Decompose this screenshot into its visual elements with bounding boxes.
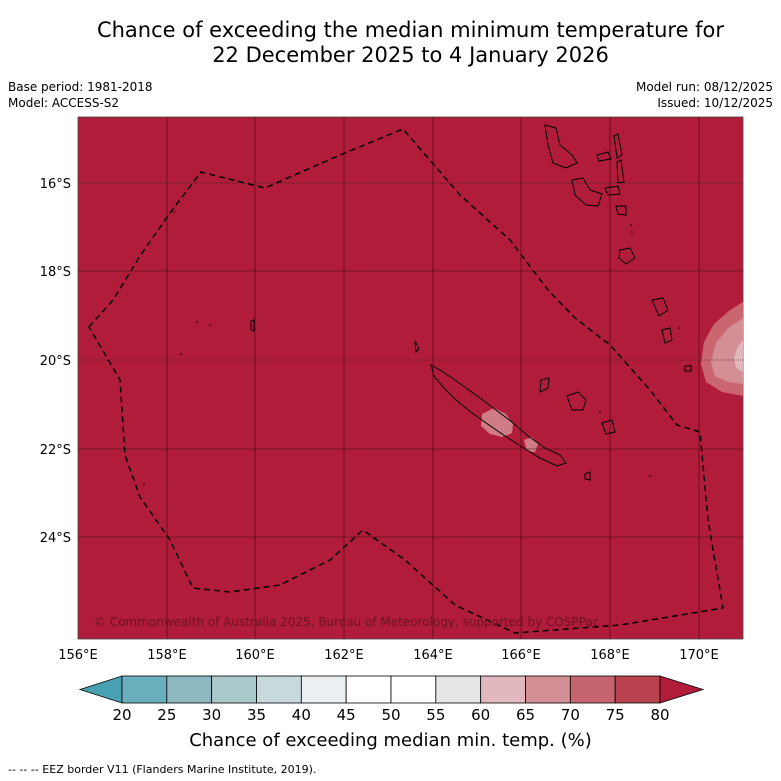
land-outlines xyxy=(250,124,692,481)
base-period: Base period: 1981-2018 xyxy=(8,80,153,94)
shade-blob-new-caledonia xyxy=(481,408,513,437)
colorbar-segment xyxy=(300,675,347,704)
colorbar-tick-label: 45 xyxy=(337,706,356,724)
colorbar-tick-label: 20 xyxy=(112,706,131,724)
eez-footnote: -- -- -- EEZ border V11 (Flanders Marine… xyxy=(8,763,317,776)
lat-label: 24°S xyxy=(40,531,71,546)
colorbar xyxy=(78,675,705,704)
colorbar-tick-label: 35 xyxy=(247,706,266,724)
lat-labels: 16°S 18°S 20°S 22°S 24°S xyxy=(40,177,71,546)
colorbar-tick-label: 25 xyxy=(157,706,176,724)
colorbar-ticks: 20 25 30 35 40 45 50 55 60 65 70 75 80 xyxy=(112,706,669,724)
lat-label: 16°S xyxy=(40,177,71,192)
chart-title: Chance of exceeding the median minimum t… xyxy=(0,18,781,68)
title-line-1: Chance of exceeding the median minimum t… xyxy=(96,18,725,42)
island-efate xyxy=(618,247,636,265)
island-mare xyxy=(601,419,616,435)
colorbar-segment xyxy=(166,675,213,704)
lon-label: 168°E xyxy=(590,648,630,663)
colorbar-segment xyxy=(211,675,257,704)
colorbar-tick-label: 30 xyxy=(202,706,221,724)
small-islets xyxy=(143,211,680,540)
colorbar-segment xyxy=(435,675,482,704)
model-run: Model run: 08/12/2025 xyxy=(635,80,773,94)
meta-left: Base period: 1981-2018 Model: ACCESS-S2 xyxy=(8,79,153,111)
colorbar-tick-label: 60 xyxy=(471,706,490,724)
lat-label: 20°S xyxy=(40,354,71,369)
title-line-2: 22 December 2025 to 4 January 2026 xyxy=(212,43,609,67)
eez-border xyxy=(88,128,724,634)
island-epi xyxy=(615,205,627,216)
island-malakula xyxy=(571,177,603,207)
issued-date: Issued: 10/12/2025 xyxy=(657,96,773,110)
island-belep xyxy=(414,340,420,354)
colorbar-tick-label: 70 xyxy=(561,706,580,724)
colorbar-segment xyxy=(569,675,616,704)
colorbar-segment xyxy=(390,675,437,704)
island-pentecost xyxy=(616,159,625,184)
colorbar-extend-low xyxy=(78,675,123,704)
colorbar-segment xyxy=(480,675,526,704)
lon-label: 162°E xyxy=(324,648,364,663)
lon-label: 156°E xyxy=(58,648,98,663)
new-caledonia-island xyxy=(430,363,567,467)
colorbar-tick-label: 55 xyxy=(426,706,445,724)
colorbar-label: Chance of exceeding median min. temp. (%… xyxy=(189,730,592,751)
model-name: Model: ACCESS-S2 xyxy=(8,96,120,110)
island-maewo xyxy=(613,133,623,159)
island-erromango xyxy=(651,297,669,317)
island-ambae xyxy=(596,151,612,162)
lat-label: 18°S xyxy=(40,265,71,280)
colorbar-extend-high xyxy=(659,675,705,704)
lon-label: 166°E xyxy=(501,648,541,663)
lat-label: 22°S xyxy=(40,443,71,458)
colorbar-tick-label: 80 xyxy=(650,706,669,724)
lon-label: 160°E xyxy=(235,648,275,663)
colorbar-tick-label: 75 xyxy=(606,706,625,724)
colorbar-tick-label: 50 xyxy=(381,706,400,724)
lon-labels: 156°E 158°E 160°E 162°E 164°E 166°E 168°… xyxy=(58,648,719,663)
island-ouvea xyxy=(539,377,550,393)
shade-blob-east-core xyxy=(734,340,743,372)
island-lifou xyxy=(566,391,587,411)
island-ambrym xyxy=(604,185,621,196)
grid-lines xyxy=(78,117,743,639)
lon-label: 158°E xyxy=(147,648,187,663)
colorbar-tick-label: 65 xyxy=(516,706,535,724)
colorbar-segment xyxy=(256,675,302,704)
colorbar-segment xyxy=(614,675,661,704)
island-espiritu-santo xyxy=(544,124,578,169)
colorbar-segment xyxy=(121,675,168,704)
shade-blob-east-inner xyxy=(711,318,743,384)
colorbar-tick-label: 40 xyxy=(292,706,311,724)
island-aneityum xyxy=(684,365,692,372)
colorbar-segment xyxy=(345,675,392,704)
island-chesterfield xyxy=(250,319,255,332)
lon-label: 164°E xyxy=(413,648,453,663)
colorbar-segment xyxy=(525,675,571,704)
map-background xyxy=(77,116,744,640)
copyright-text: © Commonwealth of Australia 2025, Bureau… xyxy=(94,615,599,629)
island-tanna xyxy=(661,327,673,344)
island-pines xyxy=(584,471,591,481)
lon-label: 170°E xyxy=(679,648,719,663)
meta-right: Model run: 08/12/2025 Issued: 10/12/2025 xyxy=(636,79,773,111)
